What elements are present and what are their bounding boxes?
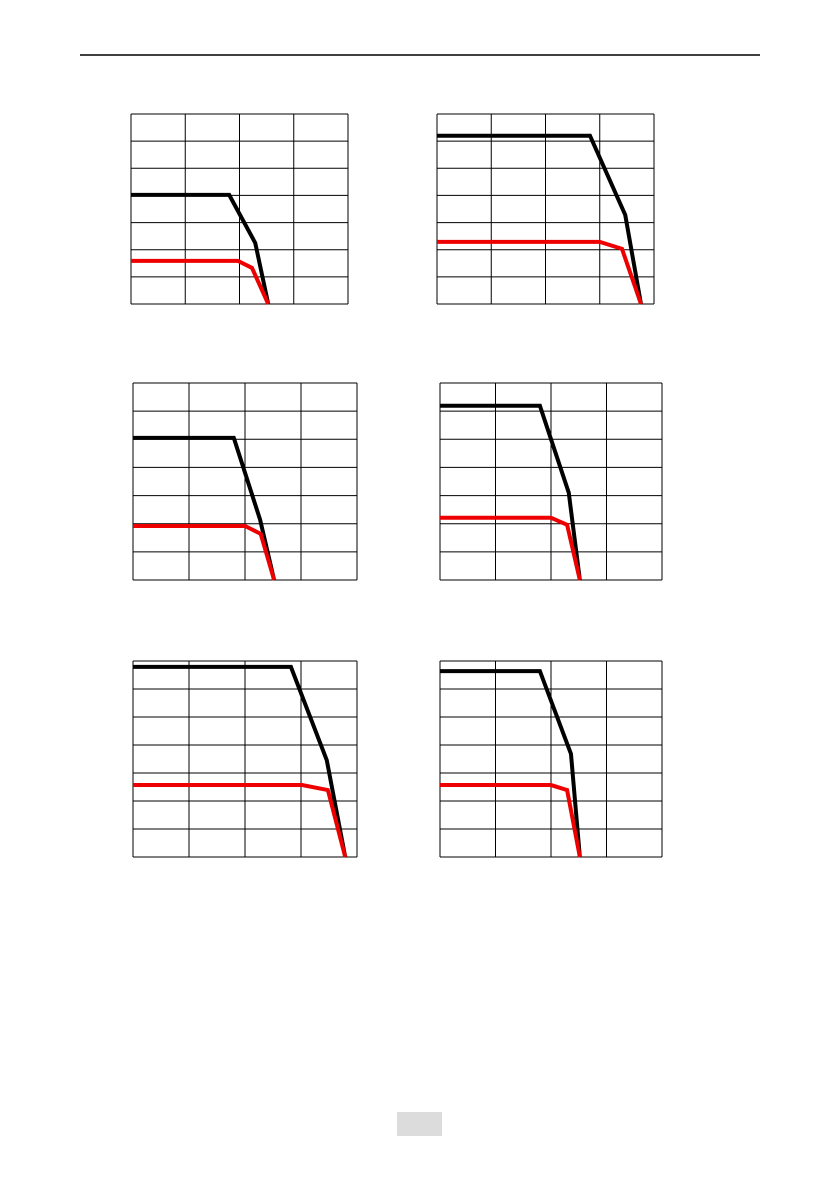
page-number-box <box>397 1112 442 1136</box>
data-line <box>131 258 271 305</box>
data-line <box>437 239 643 305</box>
data-line <box>437 133 643 305</box>
data-line <box>133 523 277 581</box>
data-line <box>440 515 582 581</box>
data-line <box>133 664 348 858</box>
data-line <box>131 192 271 305</box>
data-line <box>133 783 348 858</box>
data-line <box>133 435 277 581</box>
data-line <box>440 669 582 858</box>
data-line <box>440 403 582 581</box>
data-line <box>440 783 582 858</box>
